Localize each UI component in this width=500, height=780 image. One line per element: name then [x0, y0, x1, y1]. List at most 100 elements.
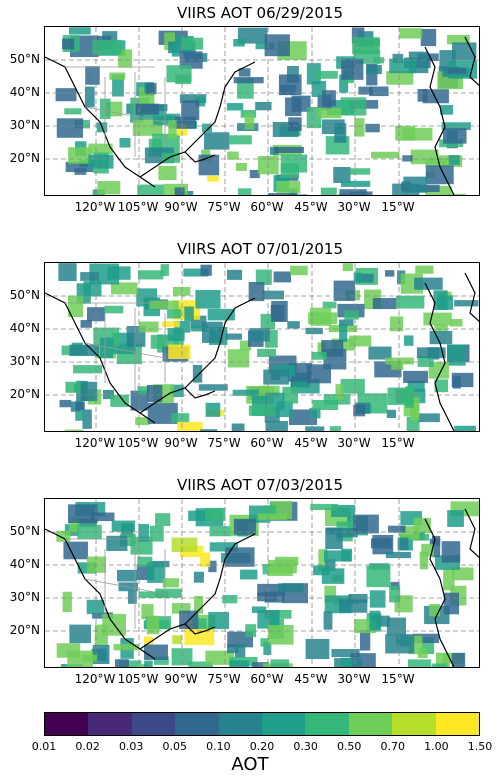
lat-label: 20°N: [9, 623, 40, 637]
aot-patch: [167, 328, 185, 341]
aot-patch: [354, 118, 365, 137]
aot-patch: [86, 599, 105, 615]
aot-patch: [353, 514, 379, 534]
aot-patch: [417, 184, 440, 192]
colorbar-segment: [88, 713, 132, 735]
aot-patch: [202, 321, 223, 343]
aot-patch: [305, 426, 325, 431]
aot-patch: [162, 321, 180, 328]
aot-patch: [65, 381, 87, 393]
aot-patch: [166, 65, 192, 83]
aot-patch: [235, 162, 247, 171]
aot-patch: [408, 659, 431, 667]
aot-patch: [262, 564, 271, 575]
aot-patch: [200, 429, 218, 431]
aot-patch: [141, 604, 154, 620]
aot-patch: [397, 537, 409, 551]
aot-patch: [435, 652, 450, 667]
aot-patch: [252, 662, 269, 667]
colorbar-segment: [348, 713, 393, 735]
aot-patch: [273, 271, 292, 283]
aot-patch: [358, 86, 373, 95]
aot-patch: [323, 348, 347, 370]
aot-patch: [369, 590, 386, 608]
aot-patch: [205, 402, 221, 417]
aot-patch: [144, 660, 153, 667]
aot-patch: [260, 638, 270, 647]
aot-patch: [385, 634, 415, 654]
panel-title: VIIRS AOT 07/03/2015: [176, 476, 343, 494]
aot-patch: [181, 37, 204, 50]
aot-patch: [454, 300, 479, 307]
aot-patch: [443, 592, 460, 615]
aot-patch: [155, 513, 171, 526]
aot-patch: [56, 530, 71, 542]
aot-patch: [429, 603, 441, 617]
aot-patch: [431, 663, 448, 667]
aot-patch: [249, 328, 270, 342]
lon-label: 15°W: [381, 672, 415, 686]
lon-label: 30°W: [337, 672, 371, 686]
lon-label: 45°W: [294, 672, 328, 686]
aot-patch: [267, 564, 293, 576]
aot-patch: [257, 348, 276, 358]
lat-label: 50°N: [9, 52, 40, 66]
aot-patch: [271, 300, 288, 322]
aot-patch: [56, 118, 84, 138]
aot-patch: [257, 610, 280, 629]
aot-patch: [55, 88, 77, 102]
aot-patch: [248, 405, 275, 416]
aot-patch: [127, 590, 137, 604]
aot-patch: [412, 633, 439, 644]
aot-patch: [305, 638, 330, 660]
coastline: [139, 61, 256, 178]
colorbar-label: AOT: [231, 754, 269, 775]
aot-patch: [395, 295, 425, 309]
lon-label: 105°W: [117, 436, 159, 450]
aot-patch: [208, 560, 217, 573]
aot-patch: [106, 535, 128, 552]
colorbar-tick: 0.05: [162, 740, 188, 753]
aot-patch: [410, 149, 439, 165]
aot-patch: [188, 661, 213, 667]
aot-patch: [237, 78, 254, 99]
aot-patch: [80, 272, 99, 281]
aot-patch: [273, 666, 285, 667]
aot-patch: [385, 270, 395, 277]
aot-patch: [171, 603, 191, 614]
aot-patch: [385, 551, 411, 559]
coastline: [139, 533, 256, 650]
aot-patch: [235, 643, 246, 658]
lon-label: 75°W: [207, 672, 241, 686]
lat-label: 40°N: [9, 557, 40, 571]
lon-label: 30°W: [337, 200, 371, 214]
coastline: [424, 282, 455, 431]
aot-patch: [227, 151, 239, 160]
aot-patch: [321, 568, 345, 584]
coastline: [424, 518, 455, 667]
aot-patch: [389, 58, 417, 74]
aot-patch: [138, 524, 150, 542]
aot-patch: [173, 320, 191, 333]
lat-label: 20°N: [9, 151, 40, 165]
coastline: [45, 292, 156, 424]
aot-patch: [335, 384, 344, 400]
aot-patch: [177, 421, 203, 431]
aot-patch: [184, 306, 194, 322]
lat-label: 50°N: [9, 524, 40, 538]
aot-patch: [356, 273, 374, 283]
aot-map-image: [45, 263, 479, 431]
aot-patch: [172, 635, 182, 645]
lon-label: 30°W: [337, 436, 371, 450]
aot-patch: [137, 270, 164, 280]
aot-patch: [204, 132, 230, 150]
aot-patch: [238, 188, 252, 195]
coastline: [45, 56, 156, 188]
aot-patch: [318, 549, 328, 571]
aot-patch: [404, 335, 414, 346]
aot-patch: [135, 417, 150, 426]
aot-patch: [406, 416, 420, 431]
aot-patch: [202, 123, 212, 133]
aot-patch: [233, 38, 245, 47]
lat-label: 50°N: [9, 288, 40, 302]
